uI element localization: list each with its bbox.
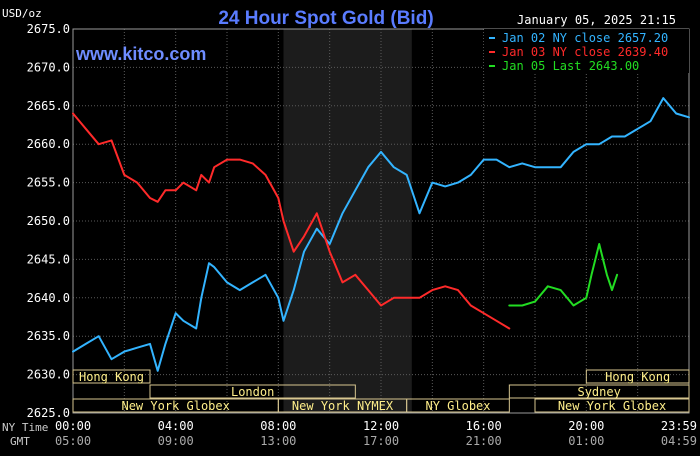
watermark-url: www.kitco.com (75, 44, 206, 64)
session-label: New York NYMEX (292, 399, 394, 413)
x-tick-label-gmt: 01:00 (568, 434, 604, 448)
session-label: Hong Kong (79, 370, 144, 384)
session-bar (406, 398, 510, 413)
session-bar (508, 384, 690, 399)
x-tick-label-ny: 20:00 (568, 419, 604, 433)
x-tick-label-ny: 16:00 (466, 419, 502, 433)
date-time-label: January 05, 2025 21:15 (517, 13, 676, 27)
session-label: New York Globex (121, 399, 229, 413)
x-tick-label-ny: 23:59 (661, 419, 697, 433)
legend-entry: Jan 02 NY close 2657.20 (502, 31, 668, 45)
x-tick-label-gmt: 21:00 (466, 434, 502, 448)
session-bar (72, 369, 151, 384)
session-label: Hong Kong (605, 370, 670, 384)
legend-entry: Jan 05 Last 2643.00 (502, 59, 639, 73)
session-bar (149, 384, 356, 399)
session-label: New York Globex (558, 399, 666, 413)
y-tick-label: 2675.0 (27, 22, 70, 36)
x-tick-label-gmt: 05:00 (55, 434, 91, 448)
y-tick-label: 2670.0 (27, 60, 70, 74)
x-tick-label-ny: 12:00 (363, 419, 399, 433)
series-line (508, 243, 619, 307)
plot-frame (72, 28, 690, 414)
y-tick-label: 2635.0 (27, 329, 70, 343)
gmt-row-label: GMT (10, 435, 30, 448)
series-line (72, 97, 690, 372)
y-tick-label: 2650.0 (27, 214, 70, 228)
chart-title: 24 Hour Spot Gold (Bid) (218, 8, 433, 29)
legend-box (484, 29, 689, 73)
y-tick-label: 2645.0 (27, 252, 70, 266)
y-tick-label: 2625.0 (27, 406, 70, 420)
y-axis-label: USD/oz (2, 7, 42, 20)
session-label: Sydney (577, 385, 620, 399)
series-line (72, 112, 511, 330)
y-tick-label: 2660.0 (27, 137, 70, 151)
session-bar (585, 369, 690, 384)
ny-time-row-label: NY Time (2, 421, 48, 434)
x-tick-label-ny: 08:00 (260, 419, 296, 433)
legend-entry: Jan 03 NY close 2639.40 (502, 45, 668, 59)
x-tick-labels: 00:00 04:00 08:00 12:00 16:00 20:00 23:59 05:00… (55, 419, 697, 448)
y-tick-label: 2665.0 (27, 99, 70, 113)
session-label: NY Globex (425, 399, 490, 413)
x-tick-label-ny: 04:00 (158, 419, 194, 433)
x-tick-label-ny: 00:00 (55, 419, 91, 433)
nymex-shaded-region (283, 29, 412, 413)
y-tick-label: 2640.0 (27, 291, 70, 305)
series-lines (72, 97, 690, 372)
y-tick-label: 2655.0 (27, 176, 70, 190)
session-label: London (231, 385, 274, 399)
session-bar (534, 398, 690, 413)
x-tick-label-gmt: 09:00 (158, 434, 194, 448)
x-tick-label-gmt: 17:00 (363, 434, 399, 448)
y-tick-labels: 2675.0 2670.0 2665.0 2660.0 2655.0 2650.0 2645… (27, 22, 70, 420)
x-tick-label-gmt: 13:00 (260, 434, 296, 448)
y-tick-label: 2630.0 (27, 368, 70, 382)
x-tick-label-gmt: 04:59 (661, 434, 697, 448)
